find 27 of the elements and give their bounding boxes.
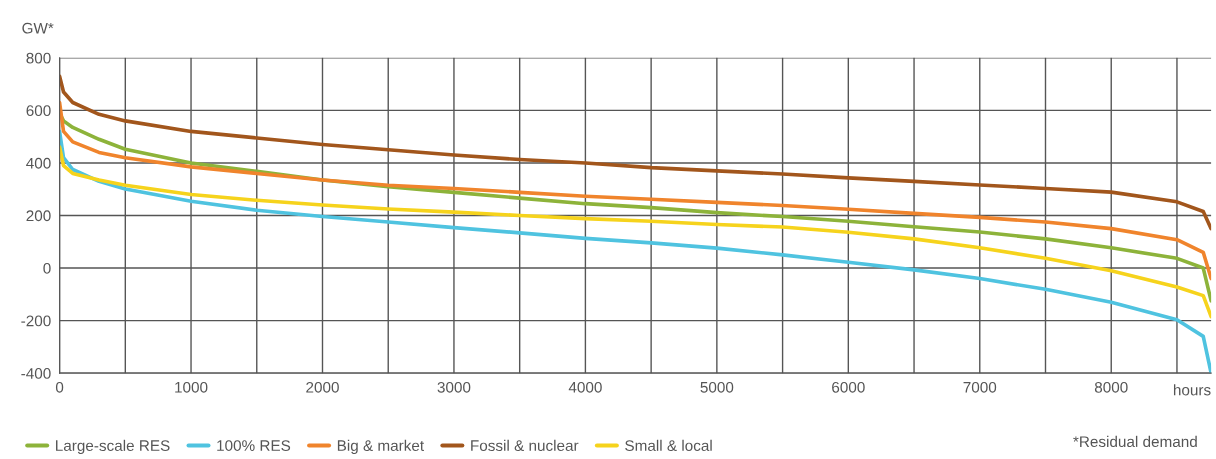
legend-label: Fossil & nuclear (471, 439, 579, 451)
legend-label: Big & market (337, 439, 424, 455)
x-tick-label: 2000 (306, 381, 339, 393)
x-tick-label: 6000 (832, 381, 865, 393)
x-tick-label: 7000 (963, 381, 997, 393)
x-tick-label: 0 (55, 381, 64, 393)
x-axis-title: hours (1173, 384, 1211, 396)
x-tick-label: 1000 (175, 381, 208, 393)
y-tick-label: -400 (21, 368, 51, 379)
x-tick-label: 8000 (1094, 381, 1128, 393)
x-tick-label: 3000 (437, 381, 471, 393)
line-series (59, 145, 1212, 319)
line-series (59, 100, 1212, 281)
y-tick-label: 600 (26, 105, 51, 117)
legend-label: Large-scale RES (56, 439, 170, 455)
legend-label: Small & local (625, 439, 712, 451)
legend-label: 100% RES (217, 440, 291, 451)
y-tick-label: 400 (26, 157, 51, 169)
y-tick-label: 200 (26, 210, 51, 222)
y-tick-label: 0 (43, 262, 51, 274)
line-series (59, 74, 1212, 231)
y-axis-title: GW* (22, 22, 54, 34)
x-tick-label: 4000 (568, 381, 602, 393)
text: *Residual demand (1073, 435, 1197, 448)
x-tick-label: 5000 (700, 381, 734, 393)
y-tick-label: -200 (21, 315, 51, 327)
y-tick-label: 800 (26, 52, 51, 64)
